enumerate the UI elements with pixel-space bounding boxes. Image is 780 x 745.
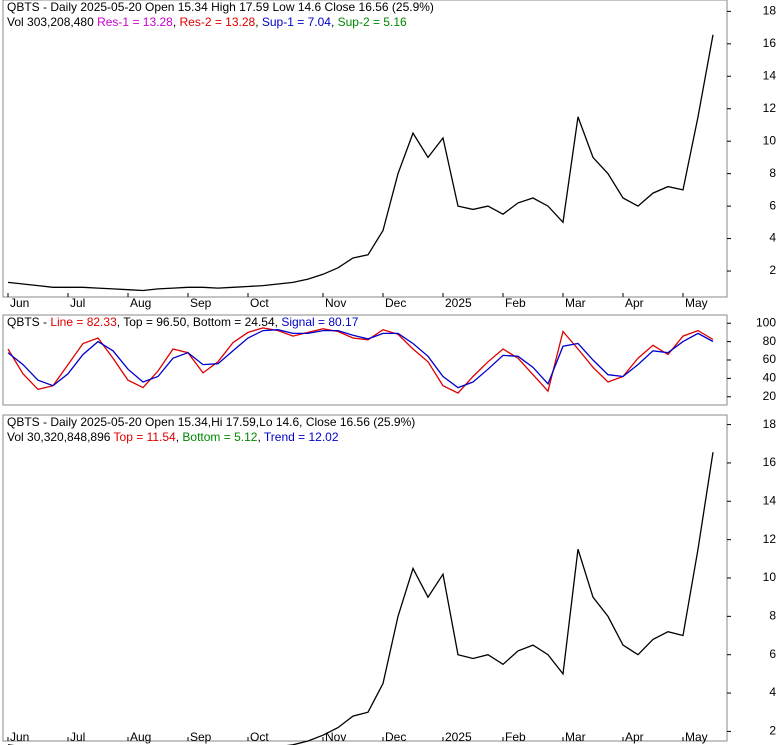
header-segment: QBTS - — [7, 315, 50, 329]
header-segment: QBTS - Daily 2025-05-20 Open 15.34 High … — [7, 0, 434, 14]
header-segment: Bottom = 5.12 — [182, 430, 257, 444]
y-tick-label: 80 — [763, 334, 777, 348]
x-tick-label: Oct — [250, 296, 269, 310]
y-tick-label: 100 — [756, 315, 776, 329]
y-tick-label: 14 — [763, 68, 777, 82]
y-tick-label: 4 — [769, 685, 776, 699]
y-tick-label: 18 — [763, 417, 777, 431]
y-tick-label: 12 — [763, 532, 777, 546]
panel-frame — [2, 314, 728, 406]
x-tick-label: Oct — [250, 730, 269, 744]
y-tick-label: 4 — [769, 231, 776, 245]
y-tick-label: 8 — [769, 609, 776, 623]
y-tick-label: 20 — [763, 389, 777, 403]
y-tick-label: 12 — [763, 101, 777, 115]
x-tick-label: Dec — [385, 730, 406, 744]
x-tick-label: Apr — [625, 296, 644, 310]
x-tick-label: Jun — [10, 730, 29, 744]
x-tick-label: Jul — [70, 730, 85, 744]
x-tick-label: Dec — [385, 296, 406, 310]
header-segment: , — [255, 15, 262, 29]
price-line — [7, 329, 714, 389]
y-tick-label: 2 — [769, 724, 776, 738]
y-tick-label: 16 — [763, 36, 777, 50]
x-tick-label: Nov — [325, 730, 346, 744]
header-segment: Res-1 = 13.28 — [97, 15, 173, 29]
header-segment: Signal = 80.17 — [281, 315, 358, 329]
header-segment: , Top = 96.50, Bottom = 24.54, — [117, 315, 282, 329]
header-segment: Sup-2 = 5.16 — [338, 15, 407, 29]
y-tick-label: 18 — [763, 4, 777, 18]
header-segment: Sup-1 = 7.04 — [262, 15, 331, 29]
x-tick-label: Feb — [505, 296, 526, 310]
y-tick-label: 10 — [763, 133, 777, 147]
y-tick-label: 2 — [769, 263, 776, 277]
header-segment: Line = 82.33 — [50, 315, 117, 329]
y-tick-label: 16 — [763, 455, 777, 469]
header-segment: Vol 303,208,480 — [7, 15, 97, 29]
x-tick-label: Sep — [190, 296, 212, 310]
header-segment: Res-2 = 13.28 — [179, 15, 255, 29]
panel-header: QBTS - Daily 2025-05-20 Open 15.34,Hi 17… — [7, 415, 415, 429]
header-segment: QBTS - Daily 2025-05-20 Open 15.34,Hi 17… — [7, 415, 415, 429]
x-tick-label: Mar — [565, 730, 586, 744]
y-tick-label: 14 — [763, 493, 777, 507]
x-tick-label: Aug — [130, 730, 151, 744]
x-tick-label: Apr — [625, 730, 644, 744]
header-segment: Trend = 12.02 — [264, 430, 339, 444]
y-tick-label: 8 — [769, 166, 776, 180]
panel-frame — [2, 0, 728, 298]
x-tick-label: Feb — [505, 730, 526, 744]
panel-header: QBTS - Line = 82.33, Top = 96.50, Bottom… — [7, 315, 359, 329]
x-tick-label: May — [685, 296, 708, 310]
x-tick-label: Nov — [325, 296, 346, 310]
price-line — [7, 327, 714, 394]
x-tick-label: Jun — [10, 296, 29, 310]
x-tick-label: Jul — [70, 296, 85, 310]
x-tick-label: Aug — [130, 296, 151, 310]
y-tick-label: 6 — [769, 198, 776, 212]
price-line — [7, 452, 714, 745]
header-segment: , — [173, 15, 180, 29]
y-tick-label: 60 — [763, 352, 777, 366]
y-tick-label: 10 — [763, 570, 777, 584]
x-tick-label: Mar — [565, 296, 586, 310]
header-segment: Top = 11.54 — [114, 430, 176, 444]
header-segment: , — [331, 15, 338, 29]
x-tick-label: 2025 — [445, 730, 472, 744]
panel-frame — [2, 414, 728, 742]
price-line — [7, 34, 714, 292]
header-segment: , — [257, 430, 263, 444]
x-tick-label: May — [685, 730, 708, 744]
panel-header: Vol 303,208,480 Res-1 = 13.28, Res-2 = 1… — [7, 15, 407, 29]
panel-header: QBTS - Daily 2025-05-20 Open 15.34 High … — [7, 0, 434, 14]
panel-header: Vol 30,320,848,896 Top = 11.54, Bottom =… — [7, 430, 339, 444]
x-tick-label: Sep — [190, 730, 212, 744]
y-tick-label: 40 — [763, 371, 777, 385]
y-tick-label: 6 — [769, 647, 776, 661]
x-tick-label: 2025 — [445, 296, 472, 310]
header-segment: , — [176, 430, 183, 444]
header-segment: Vol 30,320,848,896 — [7, 430, 114, 444]
